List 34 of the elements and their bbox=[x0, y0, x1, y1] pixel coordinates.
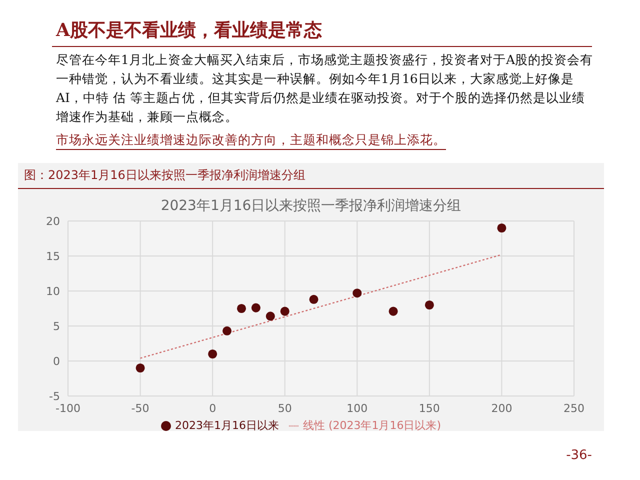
x-tick-label: -100 bbox=[56, 402, 80, 415]
legend-label: 2023年1月16日以来 bbox=[174, 419, 279, 432]
text: -36- bbox=[566, 448, 592, 463]
point bbox=[280, 306, 290, 316]
y-tick-label: 10 bbox=[46, 284, 60, 298]
point bbox=[222, 326, 232, 336]
x-tick-label: 50 bbox=[278, 402, 292, 415]
y-tick-label: 20 bbox=[46, 214, 60, 228]
point bbox=[388, 306, 398, 316]
text: 图：2023年1月16日以来按照一季报净利润增速分组 bbox=[18, 163, 604, 189]
point bbox=[251, 303, 260, 312]
chart-subtitle: 2023年1月16日以来按照一季报净利润增速分组 bbox=[160, 197, 462, 215]
y-tick-label: 5 bbox=[53, 320, 60, 333]
x-tick-label: 0 bbox=[209, 402, 216, 415]
point bbox=[208, 349, 218, 359]
point bbox=[424, 300, 434, 310]
text: 尽管在今年1月北上资金大幅买入结束后，市场感觉主题投资盛行，投资者对于A股的投资会有一种错觉，认为不看业绩。这其实是一种误解。例如今年1月16日以来，大家感觉上好像是AI，中特 估 等主题占优，但其实背后仍然是业绩在驱动投资。对于个股的选择仍然是以业绩增速作为基础，兼顾一点概念。 bbox=[56, 51, 594, 126]
point bbox=[236, 304, 246, 314]
point bbox=[309, 294, 318, 304]
x-tick-label: 250 bbox=[564, 402, 584, 415]
x-tick-label: 150 bbox=[418, 402, 440, 415]
x-tick-label: 200 bbox=[491, 402, 512, 415]
point bbox=[136, 363, 145, 373]
y-tick-label: 15 bbox=[46, 250, 60, 263]
point bbox=[266, 312, 275, 321]
x-tick-label: 100 bbox=[346, 402, 368, 415]
y-tick-label: 0 bbox=[53, 354, 60, 368]
x-tick-label: -50 bbox=[131, 402, 150, 415]
point bbox=[497, 223, 506, 233]
legend-label: 线性 (2023年1月16日以来) bbox=[302, 419, 442, 432]
y-tick-label: -5 bbox=[49, 390, 60, 403]
text: 市场永远关注业绩增速边际改善的方向，主题和概念只是锦上添花。 bbox=[56, 132, 446, 150]
chart-title: A股不是不看业绩，看业绩是常态 bbox=[56, 19, 322, 42]
point bbox=[352, 288, 362, 298]
